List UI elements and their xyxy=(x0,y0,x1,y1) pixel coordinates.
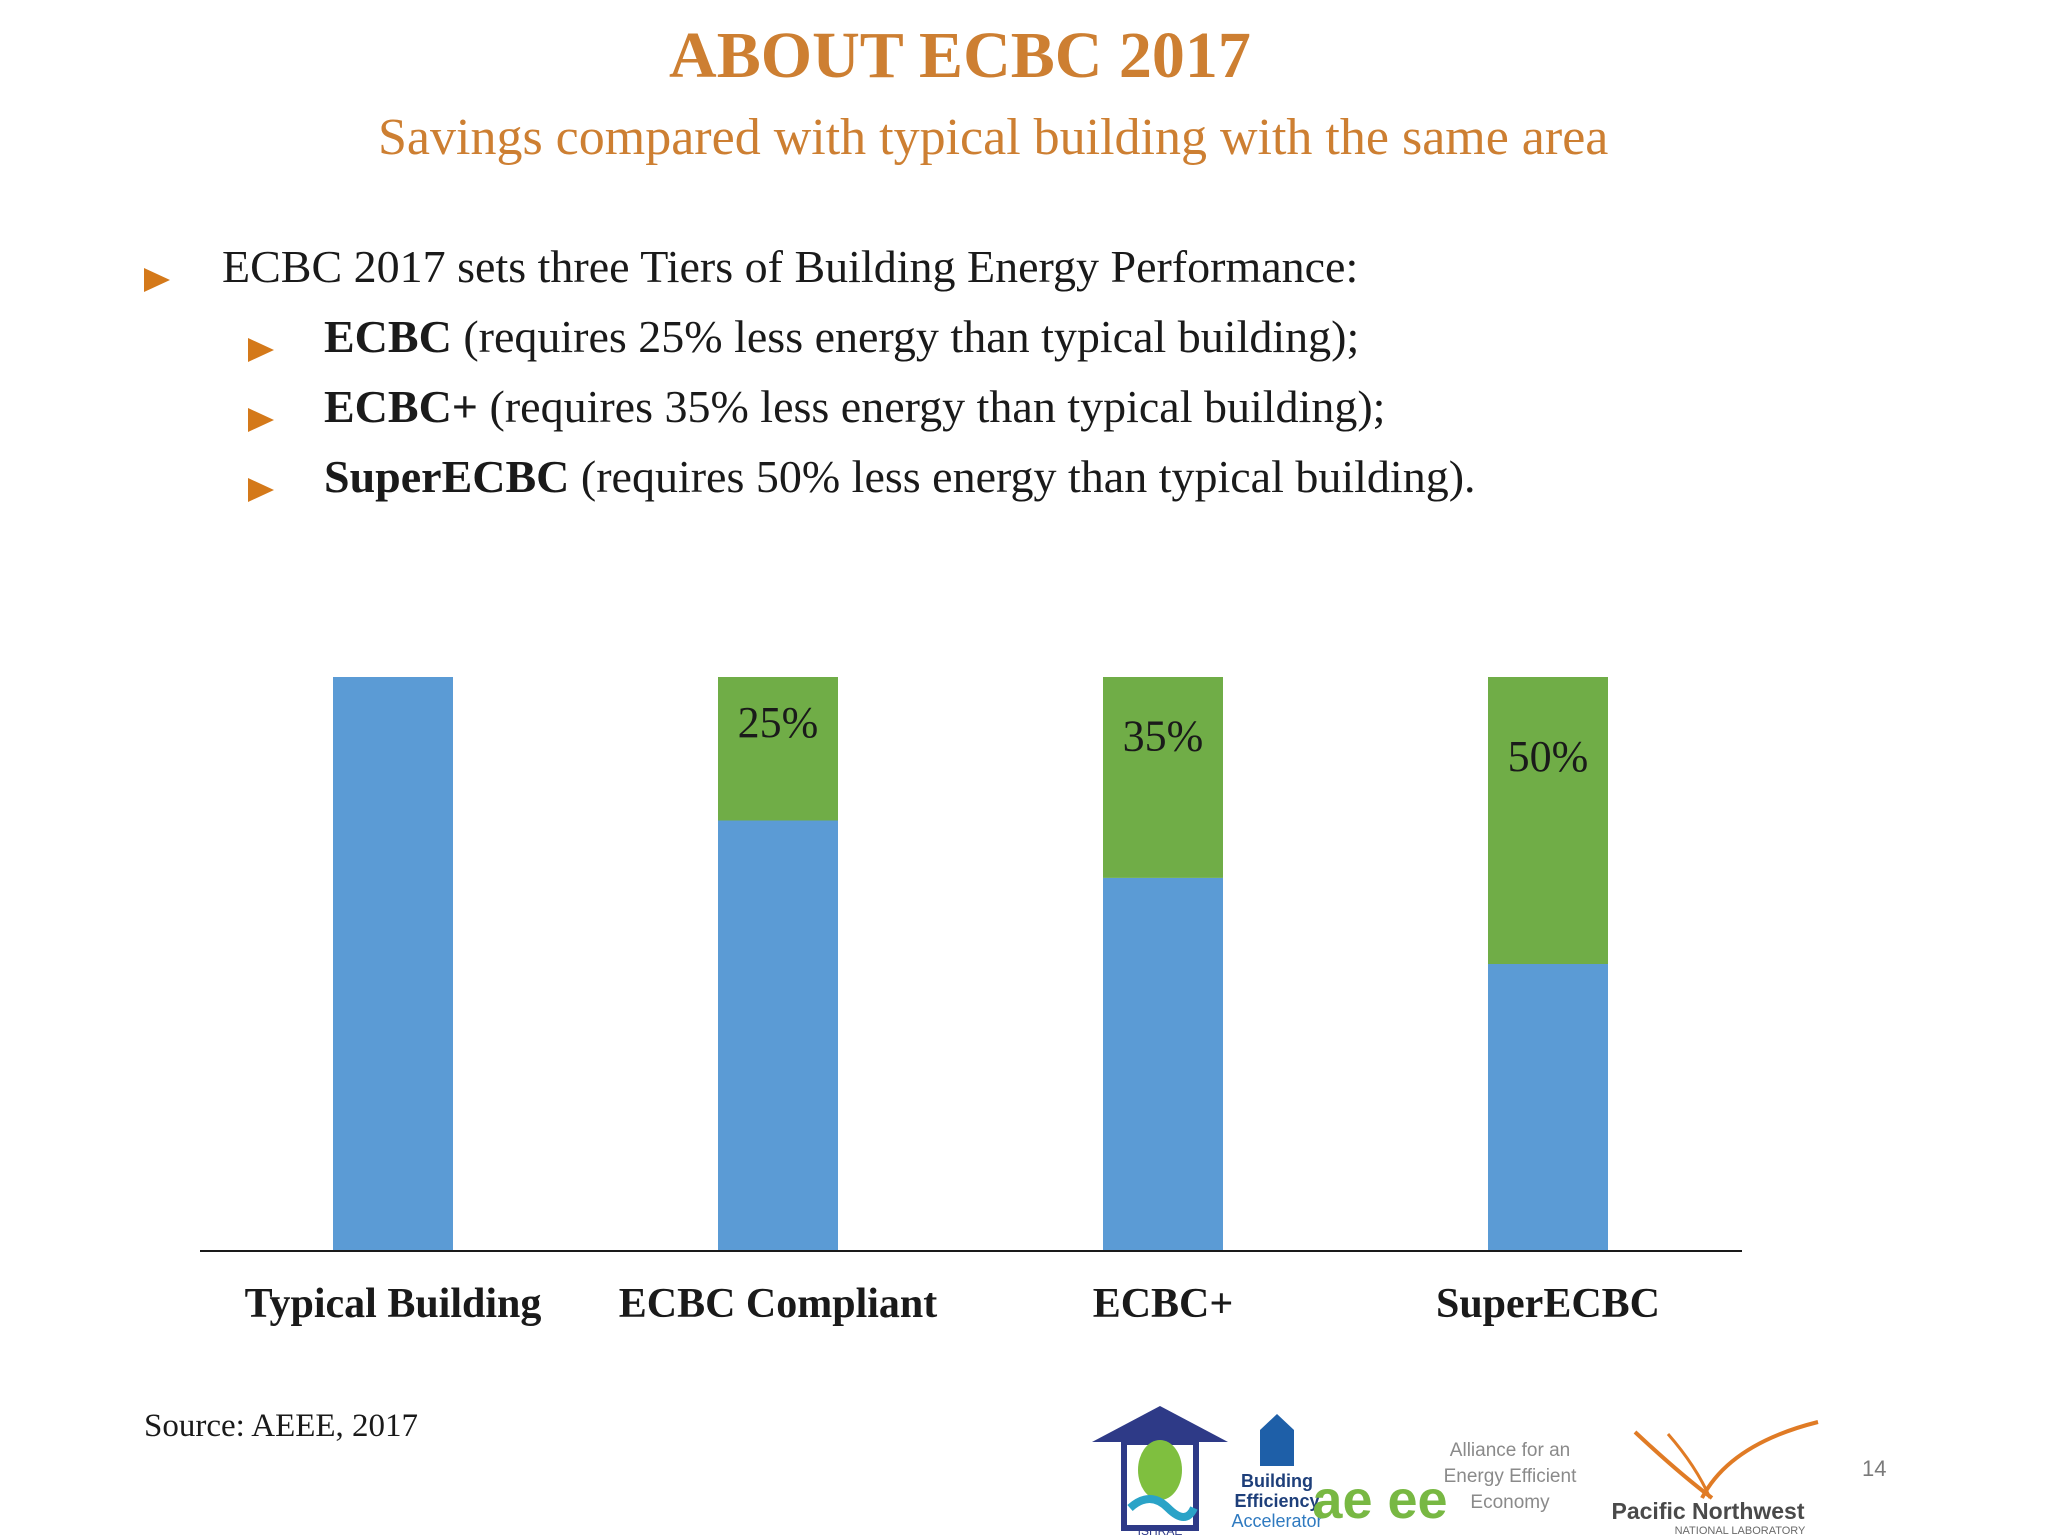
page-number: 14 xyxy=(1862,1456,1887,1481)
aeee-logo-line-1: Alliance for an xyxy=(1450,1440,1570,1461)
bullet-super-ecbc: SuperECBC (requires 50% less energy than… xyxy=(324,450,1476,503)
bullet-arrow-icon xyxy=(144,268,170,292)
category-label-superecbc: SuperECBC xyxy=(1436,1281,1660,1327)
pnnl-logo-line-2: NATIONAL LABORATORY xyxy=(1675,1525,1806,1536)
source-note: Source: AEEE, 2017 xyxy=(144,1408,419,1444)
category-label-typical-building: Typical Building xyxy=(245,1281,542,1327)
category-label-ecbc-compliant: ECBC Compliant xyxy=(619,1281,938,1327)
bar-typical-building-segment-0 xyxy=(333,677,453,1251)
slide-subtitle: Savings compared with typical building w… xyxy=(378,109,1609,166)
bar-ecbc-segment-0 xyxy=(1103,877,1223,1251)
pnnl-logo-line-1: Pacific Northwest xyxy=(1612,1498,1805,1524)
bullet-ecbc-label: ECBC xyxy=(324,311,452,362)
aeee-logo-line-3: Economy xyxy=(1470,1492,1550,1513)
bullet-arrow-icon xyxy=(248,338,274,362)
bullet-ecbc-plus-text: (requires 35% less energy than typical b… xyxy=(478,381,1386,432)
ishrae-logo: ISHRAE xyxy=(1092,1406,1228,1536)
bullet-ecbc-text: (requires 25% less energy than typical b… xyxy=(451,311,1360,362)
pnnl-logo: Pacific Northwest NATIONAL LABORATORY xyxy=(1612,1420,1819,1536)
bullet-arrow-icon xyxy=(248,478,274,502)
ishrae-logo-text: ISHRAE xyxy=(1138,1524,1183,1536)
bea-logo-line-1: Building xyxy=(1241,1471,1313,1491)
data-label-ecbc: 35% xyxy=(1123,712,1204,761)
bar-superecbc-segment-1 xyxy=(1488,677,1608,964)
bullet-ecbc: ECBC (requires 25% less energy than typi… xyxy=(324,310,1359,363)
aeee-logo-mark: ae ee xyxy=(1312,1470,1447,1530)
bea-logo-line-3: Accelerator xyxy=(1231,1511,1322,1531)
bar-ecbc-segment-1 xyxy=(1103,677,1223,878)
bea-logo-line-2: Efficiency xyxy=(1234,1491,1319,1511)
bullet-main: ECBC 2017 sets three Tiers of Building E… xyxy=(222,241,1359,292)
partner-logos: ISHRAE Building Efficiency Accelerator a… xyxy=(1092,1406,1819,1536)
data-label-ecbc-compliant: 25% xyxy=(738,698,819,747)
bullet-ecbc-plus: ECBC+ (requires 35% less energy than typ… xyxy=(324,380,1385,433)
slide-title: ABOUT ECBC 2017 xyxy=(669,19,1251,92)
bea-logo: Building Efficiency Accelerator xyxy=(1231,1414,1323,1531)
bullet-super-ecbc-text: (requires 50% less energy than typical b… xyxy=(569,451,1476,502)
data-label-superecbc: 50% xyxy=(1508,732,1589,781)
bar-ecbc-compliant-segment-0 xyxy=(718,820,838,1251)
aeee-logo-line-2: Energy Efficient xyxy=(1444,1466,1577,1487)
category-label-ecbc: ECBC+ xyxy=(1093,1281,1234,1327)
bullet-ecbc-plus-label: ECBC+ xyxy=(324,381,479,432)
bullet-super-ecbc-label: SuperECBC xyxy=(324,451,570,502)
bar-ecbc-compliant-segment-1 xyxy=(718,677,838,821)
aeee-logo: ae ee Alliance for an Energy Efficient E… xyxy=(1312,1440,1577,1530)
bullet-arrow-icon xyxy=(248,408,274,432)
bar-superecbc-segment-0 xyxy=(1488,964,1608,1251)
